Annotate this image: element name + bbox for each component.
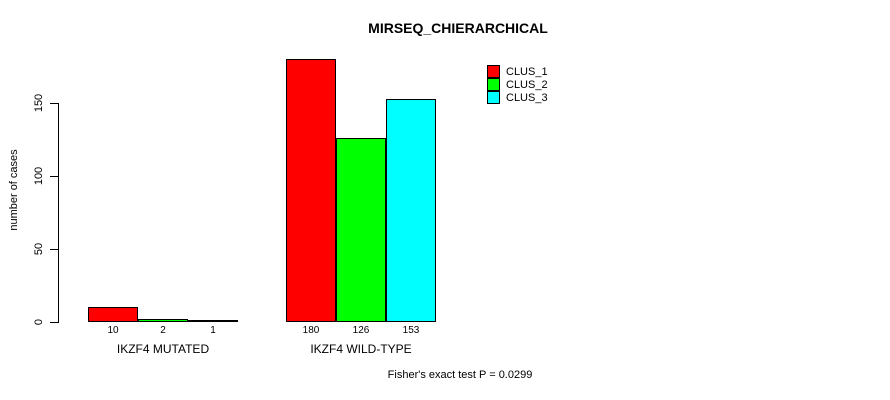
bar-value-label: 10 [107, 325, 119, 336]
y-axis-tick-label: 150 [33, 93, 45, 113]
legend: CLUS_1 CLUS_2 CLUS_3 [487, 65, 548, 104]
y-axis-tick-label: 100 [33, 166, 45, 186]
bar-clus_1-group1 [286, 59, 336, 322]
bar-clus_2-group0 [138, 319, 188, 322]
y-axis-label: number of cases [8, 149, 20, 231]
bar-value-label: 1 [210, 325, 216, 336]
legend-label: CLUS_3 [506, 91, 548, 104]
x-axis-category-label: IKZF4 MUTATED [116, 342, 210, 356]
y-axis-line [58, 103, 59, 323]
y-axis-tick [50, 176, 58, 177]
chart-title: MIRSEQ_CHIERARCHICAL [368, 20, 548, 36]
legend-label: CLUS_1 [506, 65, 548, 78]
y-axis-tick [50, 322, 58, 323]
bar-value-label: 2 [160, 325, 166, 336]
y-axis-tick-label: 0 [33, 318, 45, 326]
annotation-fisher-test: Fisher's exact test P = 0.0299 [387, 369, 533, 381]
legend-swatch-icon [487, 78, 500, 91]
bar-clus_1-group0 [88, 307, 138, 322]
bar-value-label: 126 [352, 325, 370, 336]
bar-value-label: 180 [302, 325, 320, 336]
legend-swatch-icon [487, 91, 500, 104]
legend-item: CLUS_2 [487, 78, 548, 91]
legend-swatch-icon [487, 65, 500, 78]
legend-item: CLUS_1 [487, 65, 548, 78]
y-axis-tick [50, 249, 58, 250]
x-axis-category-label: IKZF4 WILD-TYPE [310, 342, 412, 356]
y-axis-tick-label: 50 [33, 242, 45, 256]
legend-label: CLUS_2 [506, 78, 548, 91]
bar-clus_3-group1 [386, 99, 436, 322]
bar-clus_3-group0 [188, 320, 238, 322]
bar-value-label: 153 [402, 325, 420, 336]
y-axis-tick [50, 103, 58, 104]
legend-item: CLUS_3 [487, 91, 548, 104]
bar-clus_2-group1 [336, 138, 386, 322]
